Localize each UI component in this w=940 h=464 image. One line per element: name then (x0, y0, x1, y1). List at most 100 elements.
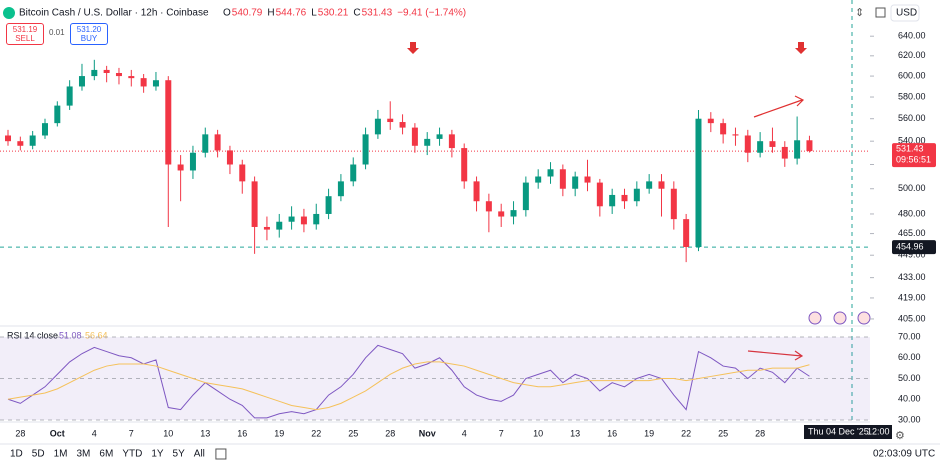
x-tick-label: 13 (570, 428, 580, 438)
candle-body (313, 213, 320, 225)
price-tag (892, 143, 936, 168)
range-button[interactable]: 1M (54, 449, 68, 460)
rsi-line (7, 344, 810, 419)
y-tick-label: 600.00 (898, 70, 926, 80)
candle-body (41, 123, 48, 136)
candle-body (337, 181, 344, 197)
candle-body (683, 219, 690, 248)
x-tick-label: 10 (163, 428, 173, 438)
icon-fullscreen[interactable] (875, 7, 886, 18)
ohlc-value: 544.76 (276, 8, 307, 19)
candle-body (29, 135, 36, 146)
icon-settings[interactable]: ⚙ (895, 430, 905, 442)
x-tick-label: Oct (50, 428, 65, 438)
event-icon[interactable] (833, 311, 847, 325)
candle-body (535, 176, 542, 183)
y-tick-label: 465.00 (898, 228, 926, 238)
range-button[interactable]: 6M (99, 449, 113, 460)
y-tick-label: 60.00 (898, 352, 921, 362)
candle-body (584, 176, 591, 183)
event-icon[interactable] (857, 311, 871, 325)
candle-body (781, 146, 788, 159)
y-tick-label: 620.00 (898, 50, 926, 60)
ohlc-key: H (267, 8, 274, 19)
candle-body (510, 210, 517, 217)
candle-body (744, 135, 751, 153)
candle-body (695, 118, 702, 248)
rsi-line (7, 361, 810, 411)
countdown: 09:56:51 (896, 154, 931, 164)
range-button[interactable]: All (194, 449, 205, 460)
candle-body (473, 181, 480, 202)
candle-body (66, 86, 73, 106)
y-tick-label: 50.00 (898, 373, 921, 383)
candle-body (769, 141, 776, 147)
range-button[interactable]: 5D (32, 449, 45, 460)
candle-body (17, 141, 24, 146)
range-button[interactable]: YTD (122, 449, 142, 460)
symbol-icon (3, 7, 15, 19)
sell-label: SELL (15, 34, 35, 43)
range-button[interactable]: 1Y (151, 449, 164, 460)
sell-button[interactable]: 531.19 SELL (6, 23, 44, 45)
candle-body (239, 164, 246, 182)
y-tick-label: 480.00 (898, 208, 926, 218)
x-tick-label: 7 (129, 428, 134, 438)
y-tick-label: 640.00 (898, 31, 926, 41)
candle-body (288, 216, 295, 222)
price-label: 531.43 (896, 143, 924, 153)
y-tick-label: 500.00 (898, 183, 926, 193)
ohlc-key: L (311, 8, 317, 19)
y-tick-label: 449.00 (898, 250, 926, 260)
range-button[interactable]: 1D (10, 449, 23, 460)
event-icon[interactable] (808, 311, 822, 325)
x-tick-label: 19 (644, 428, 654, 438)
candle-body (177, 164, 184, 171)
candle-body (54, 105, 61, 124)
change: −9.41 (−1.74%) (397, 8, 466, 19)
arrow-marker (407, 42, 419, 54)
rsi-ma-value: 56.64 (85, 330, 108, 340)
x-tick-label: 4 (462, 428, 467, 438)
ohlc-key: C (353, 8, 360, 19)
range-button[interactable]: 3M (77, 449, 91, 460)
currency[interactable]: USD (896, 8, 917, 19)
y-tick-label: 70.00 (898, 331, 921, 341)
candle-body (263, 226, 270, 230)
candle-body (732, 134, 739, 136)
currency-box[interactable] (890, 4, 920, 22)
x-tick-label: 28 (385, 428, 395, 438)
y-tick-label: 419.00 (898, 292, 926, 302)
icon-expand[interactable]: ⇕ (855, 7, 864, 19)
candle-body (572, 176, 579, 189)
y-tick-label: 540.00 (898, 136, 926, 146)
candle-body (448, 134, 455, 149)
x-tick-label: 4 (92, 428, 97, 438)
candle-body (621, 194, 628, 202)
candle-body (78, 76, 85, 87)
buy-price: 531.20 (76, 25, 102, 34)
candle-body (202, 134, 209, 153)
y-tick-label: 433.00 (898, 272, 926, 282)
candle-body (720, 123, 727, 135)
ohlc-key: O (223, 8, 231, 19)
candle-body (547, 169, 554, 177)
crosshair-date-bg (804, 425, 892, 439)
candle-body (128, 76, 135, 79)
candle-body (387, 118, 394, 123)
x-tick-label: 7 (499, 428, 504, 438)
candle-body (115, 72, 122, 77)
trend-arrow (753, 95, 805, 118)
candle-body (189, 152, 196, 171)
candle-body (498, 211, 505, 217)
candle-body (559, 169, 566, 189)
candle-body (152, 80, 159, 87)
range-button[interactable]: 5Y (173, 449, 186, 460)
arrow-marker (795, 42, 807, 54)
buy-button[interactable]: 531.20 BUY (70, 23, 108, 45)
calendar-icon[interactable] (215, 448, 227, 460)
x-tick-label: 10 (533, 428, 543, 438)
candle-body (485, 201, 492, 212)
candle-body (103, 69, 110, 73)
sell-price: 531.19 (12, 25, 38, 34)
